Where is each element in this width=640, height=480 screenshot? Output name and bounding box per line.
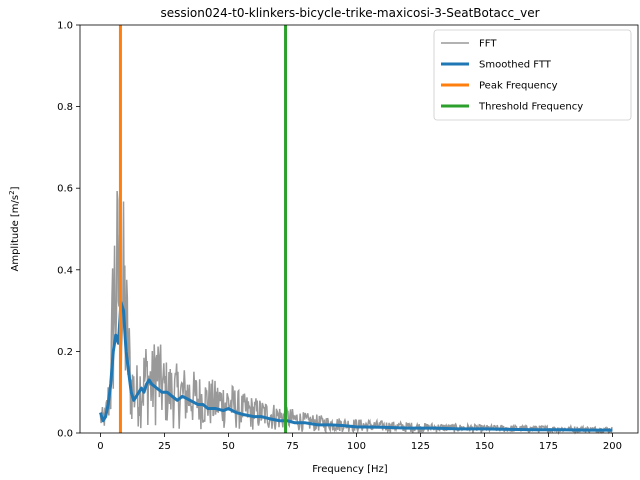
x-tick-label: 75 (286, 441, 299, 452)
legend-label: Threshold Frequency (478, 102, 583, 113)
y-tick-label: 0.0 (57, 429, 73, 440)
y-axis-ticks: 0.0 0.2 0.4 0.6 0.8 1.0 (57, 21, 80, 440)
y-axis-label-close: ] (10, 186, 21, 190)
plot-area (99, 25, 613, 436)
y-axis-label: Amplitude [m/s2] (8, 186, 21, 271)
x-tick-label: 150 (475, 441, 494, 452)
y-tick-label: 1.0 (57, 21, 73, 32)
y-axis-label-main: Amplitude [m/s (10, 195, 21, 272)
x-tick-label: 25 (158, 441, 171, 452)
legend-box (433, 29, 632, 121)
x-tick-label: 200 (603, 441, 622, 452)
legend-label: Peak Frequency (479, 81, 558, 92)
x-axis-label: Frequency [Hz] (312, 464, 388, 475)
x-tick-label: 100 (347, 441, 366, 452)
x-tick-label: 50 (222, 441, 235, 452)
y-tick-label: 0.8 (57, 102, 73, 113)
legend-label: Smoothed FTT (479, 60, 552, 71)
x-tick-label: 175 (539, 441, 558, 452)
smoothed-fft-line (99, 300, 613, 432)
y-tick-label: 0.2 (57, 347, 73, 358)
x-tick-label: 125 (411, 441, 430, 452)
y-tick-label: 0.6 (57, 184, 73, 195)
legend-label: FFT (479, 39, 497, 50)
x-tick-label: 0 (97, 441, 103, 452)
axes-frame (79, 24, 639, 434)
y-tick-label: 0.4 (57, 265, 73, 276)
legend: FFT Smoothed FTT Peak Frequency Threshold F… (433, 29, 632, 121)
x-axis-ticks: 0 25 50 75 100 125 150 175 200 (97, 433, 622, 452)
y-axis-label-sup: 2 (8, 190, 16, 194)
chart-title: session024-t0-klinkers-bicycle-trike-max… (160, 6, 539, 20)
